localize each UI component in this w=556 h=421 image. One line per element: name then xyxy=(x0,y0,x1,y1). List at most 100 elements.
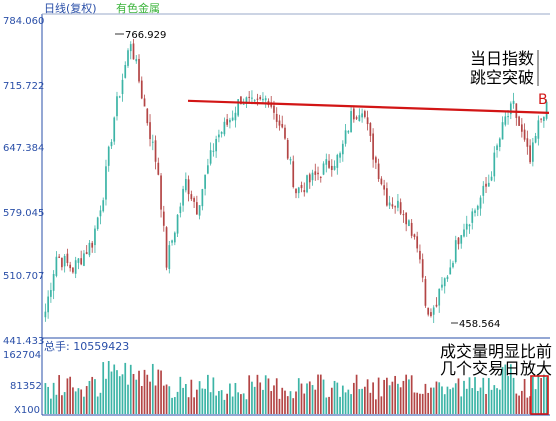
volume-bar xyxy=(77,388,80,414)
volume-bar xyxy=(94,379,96,414)
candle-body xyxy=(487,182,490,187)
candle-body xyxy=(330,165,333,171)
candle-body xyxy=(377,163,380,180)
candle-body xyxy=(319,176,322,178)
candle-body xyxy=(421,259,424,278)
candle-body xyxy=(251,97,253,99)
candle-body xyxy=(229,119,231,123)
candle-body xyxy=(242,103,245,105)
volume-bar xyxy=(493,385,496,414)
candle-body xyxy=(116,96,118,117)
volume-bar xyxy=(251,381,253,414)
candle-body xyxy=(182,188,184,206)
candle-body xyxy=(223,121,226,135)
volume-bar xyxy=(328,396,330,414)
candle-body xyxy=(509,103,512,115)
candle-body xyxy=(336,154,339,168)
candle-body xyxy=(432,307,435,315)
volume-bar xyxy=(408,379,410,414)
candle-body xyxy=(44,311,47,318)
volume-bar xyxy=(369,392,372,414)
volume-bar xyxy=(168,386,171,414)
y-tick-label: 441.433 xyxy=(3,336,44,347)
volume-bar xyxy=(151,363,154,414)
volume-bar xyxy=(281,387,284,414)
candle-body xyxy=(297,187,300,194)
volume-bar xyxy=(102,362,105,414)
volume-bar xyxy=(361,388,363,414)
volume-bar xyxy=(110,371,113,414)
volume-bar xyxy=(350,394,352,414)
candle-body xyxy=(449,267,452,275)
candle-body xyxy=(476,205,479,210)
candle-body xyxy=(146,108,149,124)
candle-body xyxy=(358,115,361,122)
volume-bar xyxy=(83,396,85,414)
volume-bar xyxy=(132,373,135,414)
candle-body xyxy=(540,118,542,120)
candle-body xyxy=(543,116,545,122)
candle-body xyxy=(463,229,465,237)
candle-body xyxy=(273,105,275,113)
volume-highlight-box xyxy=(530,375,549,415)
candle-body xyxy=(275,113,278,122)
volume-bar xyxy=(402,380,405,414)
volume-bar xyxy=(289,391,292,414)
candle-body xyxy=(308,174,311,183)
candle-body xyxy=(507,116,509,118)
volume-bar xyxy=(446,386,449,414)
candle-body xyxy=(259,97,262,100)
volume-bar xyxy=(190,379,193,414)
volume-bar xyxy=(352,382,355,414)
candle-body xyxy=(518,116,520,126)
volume-bar xyxy=(427,392,430,414)
volume-bar xyxy=(520,390,523,414)
volume-bar xyxy=(195,389,198,414)
volume-bar xyxy=(534,389,537,414)
candle-body xyxy=(322,163,325,175)
chart-header-tab: 有色金属 xyxy=(116,1,160,15)
candle-body xyxy=(427,307,430,315)
volume-bar xyxy=(325,397,328,414)
volume-bar xyxy=(454,383,457,414)
candle-body xyxy=(454,240,457,262)
volume-bar xyxy=(468,377,471,414)
candle-body xyxy=(69,264,72,269)
volume-bar xyxy=(58,375,61,414)
volume-bar xyxy=(317,374,319,414)
volume-bar xyxy=(441,386,443,414)
volume-bar xyxy=(63,392,66,414)
volume-header: 总手: 10559423 xyxy=(44,339,129,353)
volume-bar xyxy=(399,387,402,414)
candle-body xyxy=(149,122,151,140)
candle-body xyxy=(479,197,482,209)
volume-bar xyxy=(275,378,278,414)
volume-bar xyxy=(209,392,212,414)
candle-body xyxy=(361,113,363,118)
candle-body xyxy=(80,258,83,265)
candle-body xyxy=(110,141,113,147)
volume-bar xyxy=(124,362,127,414)
volume-bar xyxy=(245,399,248,414)
candle-body xyxy=(179,206,182,214)
volume-bar xyxy=(231,396,234,414)
resistance-trendline xyxy=(187,99,550,114)
volume-y-tick-label: 81352 xyxy=(10,381,42,392)
candle-body xyxy=(520,124,523,132)
volume-bar xyxy=(424,383,427,414)
volume-bar xyxy=(322,379,325,414)
candle-body xyxy=(482,185,485,196)
volume-bar xyxy=(443,394,446,414)
candle-body xyxy=(537,120,540,139)
volume-bar xyxy=(432,387,435,414)
volume-bar xyxy=(116,370,118,414)
volume-bar xyxy=(311,385,314,414)
volume-bar xyxy=(270,391,273,414)
volume-bar xyxy=(490,389,493,414)
y-tick-label: 647.384 xyxy=(3,143,44,154)
volume-bar xyxy=(248,375,251,414)
volume-bar xyxy=(295,391,297,414)
candle-body xyxy=(430,312,432,317)
candle-body xyxy=(397,200,399,208)
candle-body xyxy=(438,288,441,306)
